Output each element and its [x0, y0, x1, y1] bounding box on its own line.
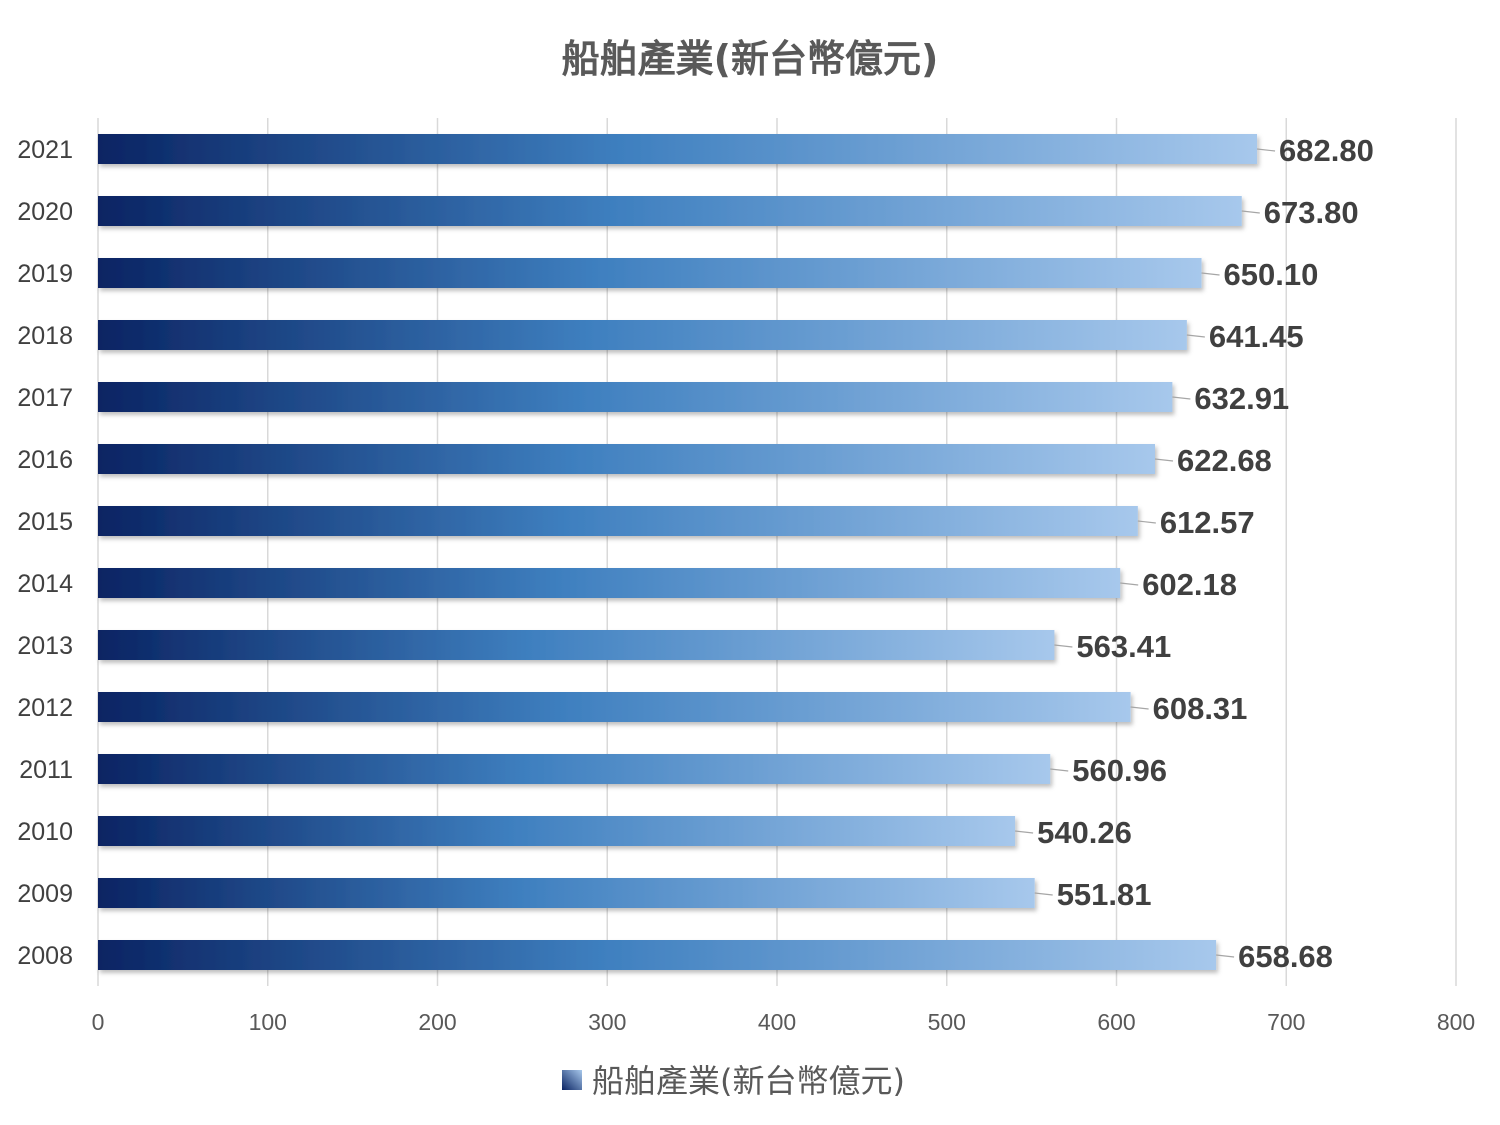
- bar: [98, 878, 1035, 908]
- bar: [98, 258, 1202, 288]
- bar: [98, 754, 1051, 784]
- data-label: 612.57: [1160, 505, 1255, 540]
- leader-line: [1137, 520, 1156, 524]
- y-tick-label: 2014: [17, 570, 73, 598]
- y-tick-label: 2017: [17, 384, 73, 412]
- gridlines: [97, 118, 1457, 986]
- y-tick-label: 2015: [17, 508, 73, 536]
- y-tick-label: 2010: [17, 818, 73, 846]
- y-tick-label: 2018: [17, 322, 73, 350]
- y-tick-label: 2012: [17, 694, 73, 722]
- legend-swatch: [562, 1070, 582, 1090]
- data-label: 602.18: [1142, 567, 1237, 602]
- leader-line: [1015, 830, 1034, 834]
- data-label: 650.10: [1224, 257, 1319, 292]
- leader-line: [1172, 396, 1191, 400]
- x-tick-label: 0: [92, 1009, 105, 1035]
- bar: [98, 816, 1016, 846]
- y-tick-label: 2019: [17, 260, 73, 288]
- data-label: 551.81: [1057, 877, 1152, 912]
- leader-line: [1050, 768, 1069, 772]
- y-tick-label: 2009: [17, 880, 73, 908]
- legend: 船舶產業(新台幣億元): [562, 1062, 905, 1100]
- data-label: 622.68: [1177, 443, 1272, 478]
- chart-title: 船舶產業(新台幣億元): [562, 37, 939, 81]
- y-tick-label: 2008: [17, 942, 73, 970]
- bars: [98, 134, 1258, 970]
- x-tick-label: 400: [758, 1009, 796, 1035]
- data-label: 658.68: [1238, 939, 1333, 974]
- leader-line: [1120, 582, 1139, 586]
- x-tick-label: 100: [249, 1009, 287, 1035]
- data-labels: 682.80 673.80 650.10 641.45 632.91 622.68 612.…: [1015, 133, 1374, 974]
- leader-line: [1186, 334, 1205, 338]
- leader-line: [1130, 706, 1149, 710]
- data-label: 641.45: [1209, 319, 1304, 354]
- bar: [98, 630, 1055, 660]
- x-tick-label: 800: [1437, 1009, 1475, 1035]
- leader-line: [1241, 210, 1260, 214]
- legend-label: 船舶產業(新台幣億元): [592, 1062, 905, 1100]
- leader-line: [1054, 644, 1073, 648]
- bar: [98, 692, 1131, 722]
- x-tick-label: 600: [1097, 1009, 1135, 1035]
- bar: [98, 134, 1258, 164]
- data-label: 673.80: [1264, 195, 1359, 230]
- y-tick-label: 2013: [17, 632, 73, 660]
- y-tick-label: 2021: [17, 136, 73, 164]
- data-label: 632.91: [1194, 381, 1289, 416]
- leader-line: [1256, 148, 1276, 152]
- y-tick-label: 2020: [17, 198, 73, 226]
- bar: [98, 940, 1217, 970]
- leader-line: [1201, 272, 1220, 276]
- x-tick-label: 500: [928, 1009, 966, 1035]
- data-label: 682.80: [1279, 133, 1374, 168]
- bar: [98, 568, 1121, 598]
- bar: [98, 444, 1155, 474]
- value-axis: 0 100 200 300 400 500 600 700 800: [92, 1009, 1476, 1035]
- x-tick-label: 200: [418, 1009, 456, 1035]
- bar: [98, 196, 1242, 226]
- data-label: 540.26: [1037, 815, 1132, 850]
- data-label: 608.31: [1153, 691, 1248, 726]
- y-tick-label: 2011: [19, 756, 73, 784]
- category-axis: 2021 2020 2019 2018 2017 2016 2015 2014 2013 2012…: [17, 136, 73, 970]
- leader-line: [1154, 458, 1174, 462]
- x-tick-label: 300: [588, 1009, 626, 1035]
- bar: [98, 320, 1187, 350]
- bar: [98, 382, 1173, 412]
- leader-line: [1034, 892, 1053, 896]
- bar: [98, 506, 1138, 536]
- data-label: 560.96: [1072, 753, 1167, 788]
- y-tick-label: 2016: [17, 446, 73, 474]
- leader-line: [1216, 954, 1235, 958]
- x-tick-label: 700: [1267, 1009, 1305, 1035]
- data-label: 563.41: [1076, 629, 1171, 664]
